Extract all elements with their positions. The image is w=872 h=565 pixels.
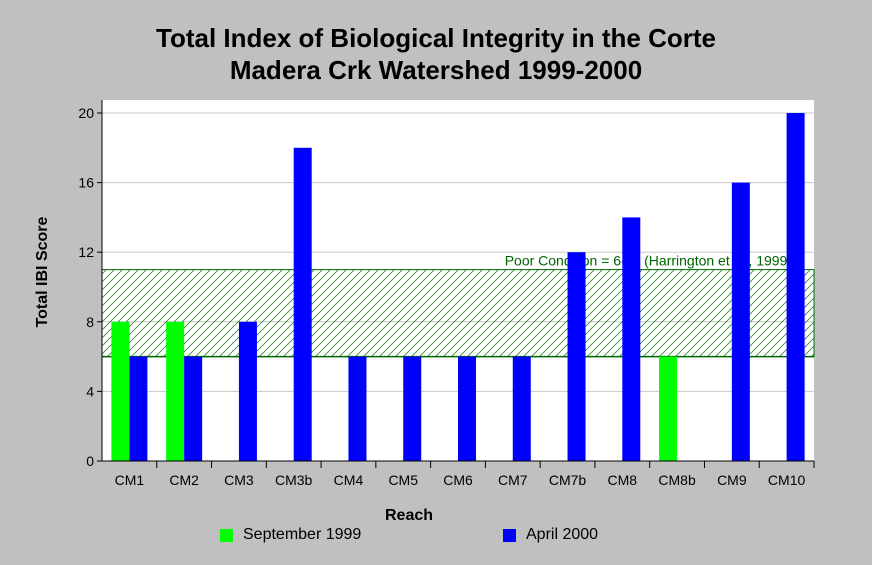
x-tick-label: CM1 bbox=[115, 472, 145, 488]
axes bbox=[101, 100, 814, 462]
x-tick-label: CM2 bbox=[169, 472, 199, 488]
legend-item-september-1999: September 1999 bbox=[220, 526, 361, 544]
legend-label-september-1999: September 1999 bbox=[243, 526, 362, 543]
chart-title-line-1: Total Index of Biological Integrity in t… bbox=[156, 23, 716, 53]
bar-cm1-september-1999 bbox=[111, 321, 130, 461]
bars bbox=[111, 113, 805, 462]
chart-title: Total Index of Biological Integrity in t… bbox=[0, 22, 872, 86]
bar-cm3-april-2000 bbox=[238, 321, 257, 461]
y-tick-label: 16 bbox=[78, 175, 94, 191]
poor-condition-band: Poor Condition = 6-11 (Harrington et al.… bbox=[101, 253, 815, 358]
legend-item-april-2000: April 2000 bbox=[503, 526, 598, 544]
x-tick-label: CM3b bbox=[275, 472, 313, 488]
x-tick-label: CM5 bbox=[388, 472, 418, 488]
chart-title-line-2: Madera Crk Watershed 1999-2000 bbox=[229, 55, 643, 85]
bar-cm1-april-2000 bbox=[129, 356, 148, 461]
x-tick-label: CM9 bbox=[717, 472, 747, 488]
x-axis-label: Reach bbox=[385, 507, 433, 524]
y-tick-label: 20 bbox=[78, 105, 94, 121]
y-tick-label: 12 bbox=[78, 244, 94, 260]
bar-cm8-april-2000 bbox=[622, 217, 641, 461]
bar-cm5-april-2000 bbox=[403, 356, 422, 461]
x-tick-label: CM4 bbox=[334, 472, 364, 488]
bar-cm7b-april-2000 bbox=[567, 252, 586, 461]
bar-cm8b-september-1999 bbox=[659, 356, 678, 461]
x-tick-label: CM8b bbox=[658, 472, 696, 488]
y-tick-label: 0 bbox=[86, 453, 94, 469]
band-area bbox=[101, 269, 815, 358]
tick-labels: 0 4 8 12 16 20 CM1 CM2 CM3 CM3b CM4 CM5 CM6 CM7 CM7b CM… bbox=[78, 105, 815, 488]
x-tick-label: CM3 bbox=[224, 472, 254, 488]
y-tick-label: 4 bbox=[86, 383, 94, 399]
bar-cm2-april-2000 bbox=[184, 356, 203, 461]
x-tick-label: CM7b bbox=[549, 472, 587, 488]
legend-swatch-april-2000 bbox=[503, 528, 516, 542]
x-tick-label: CM7 bbox=[498, 472, 528, 488]
bar-cm10-april-2000 bbox=[786, 113, 805, 461]
x-tick-label: CM10 bbox=[768, 472, 806, 488]
bar-cm9-april-2000 bbox=[731, 182, 750, 461]
legend-swatch-september-1999 bbox=[220, 528, 233, 542]
y-tick-label: 8 bbox=[86, 314, 94, 330]
bar-cm7-april-2000 bbox=[512, 356, 531, 461]
x-tick-label: CM8 bbox=[608, 472, 638, 488]
bar-cm6-april-2000 bbox=[458, 356, 476, 461]
x-tick-label: CM6 bbox=[443, 472, 473, 488]
bar-cm4-april-2000 bbox=[348, 356, 367, 461]
legend-label-april-2000: April 2000 bbox=[526, 526, 599, 543]
bar-cm2-september-1999 bbox=[166, 321, 185, 461]
y-axis-label: Total IBI Score bbox=[34, 216, 51, 327]
bar-cm3b-april-2000 bbox=[293, 147, 312, 462]
